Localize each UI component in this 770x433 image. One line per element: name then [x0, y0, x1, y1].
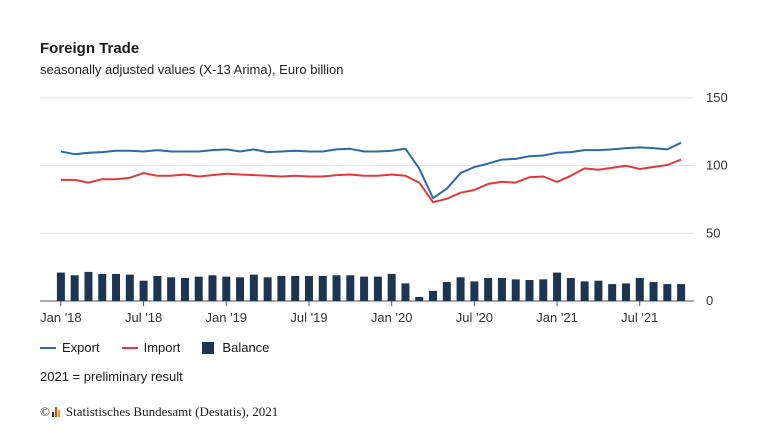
- chart-subtitle: seasonally adjusted values (X-13 Arima),…: [40, 62, 344, 77]
- balance-bar: [249, 274, 258, 301]
- import-series-line: [60, 158, 682, 204]
- balance-bar: [291, 275, 300, 301]
- source-text: Statistisches Bundesamt (Destatis), 2021: [65, 404, 279, 419]
- legend-label-export: Export: [62, 340, 100, 355]
- balance-bar: [112, 273, 121, 301]
- balance-bar: [594, 280, 603, 301]
- chart-legend: Export Import Balance: [40, 340, 291, 355]
- x-tick-label: Jan '20: [371, 310, 413, 325]
- y-tick-label: 0: [706, 293, 713, 308]
- balance-bar: [346, 275, 355, 301]
- balance-bar: [139, 280, 148, 301]
- y-tick-label: 50: [706, 225, 720, 240]
- chart-title: Foreign Trade: [40, 40, 140, 57]
- balance-bar: [663, 284, 672, 301]
- x-tick-label: Jan '19: [206, 310, 248, 325]
- legend-item-balance[interactable]: Balance: [202, 340, 269, 355]
- balance-bar-swatch: [202, 341, 215, 354]
- legend-item-export[interactable]: Export: [40, 340, 100, 355]
- balance-bar: [277, 275, 286, 301]
- balance-bar: [470, 281, 479, 301]
- balance-bar: [236, 277, 245, 301]
- balance-bar: [415, 296, 424, 301]
- balance-bar: [456, 277, 465, 301]
- balance-bar: [167, 277, 176, 301]
- copyright-symbol: ©: [40, 404, 50, 419]
- destatis-logo-icon: [51, 407, 61, 417]
- balance-bar: [566, 277, 575, 301]
- balance-bar: [56, 272, 65, 301]
- legend-label-import: Import: [143, 340, 181, 355]
- legend-item-import[interactable]: Import: [121, 340, 181, 355]
- y-tick-label: 150: [706, 90, 728, 105]
- balance-bar: [332, 275, 341, 301]
- source-footer: © Statistisches Bundesamt (Destatis), 20…: [40, 404, 278, 420]
- balance-bar: [635, 277, 644, 301]
- balance-bar: [580, 281, 589, 301]
- balance-bar: [387, 273, 396, 301]
- balance-bar: [222, 276, 231, 301]
- legend-label-balance: Balance: [222, 340, 270, 355]
- balance-bar: [208, 275, 217, 301]
- y-tick-label: 100: [706, 158, 728, 173]
- balance-bar: [677, 284, 686, 301]
- balance-bar: [511, 279, 520, 301]
- balance-bar: [98, 273, 107, 301]
- x-tick-label: Jan '18: [40, 310, 82, 325]
- balance-bar: [429, 290, 438, 301]
- balance-bar: [553, 272, 562, 301]
- balance-bar: [442, 282, 451, 301]
- export-series-line: [60, 141, 682, 200]
- balance-bar: [484, 277, 493, 301]
- balance-bar: [525, 280, 534, 301]
- x-tick-label: Jul '21: [621, 310, 658, 325]
- balance-bar: [180, 277, 189, 301]
- balance-bar: [497, 277, 506, 301]
- balance-bar: [125, 274, 134, 301]
- x-tick-label: Jan '21: [536, 310, 578, 325]
- balance-bar: [621, 283, 630, 301]
- balance-bar: [649, 282, 658, 301]
- balance-bar: [373, 276, 382, 301]
- balance-bar: [84, 271, 93, 301]
- balance-bar: [401, 283, 410, 301]
- balance-bar: [608, 284, 617, 301]
- balance-bar: [318, 275, 327, 301]
- x-tick-label: Jul '18: [125, 310, 162, 325]
- balance-bar: [360, 276, 369, 301]
- x-tick-label: Jul '20: [456, 310, 493, 325]
- x-tick-label: Jul '19: [290, 310, 327, 325]
- balance-bar: [194, 276, 203, 301]
- balance-bar: [539, 279, 548, 301]
- balance-bar: [70, 275, 79, 301]
- balance-bar: [153, 275, 162, 301]
- balance-bar: [304, 275, 313, 301]
- balance-bar: [263, 277, 272, 301]
- export-line-swatch: [40, 346, 56, 349]
- import-line-swatch: [121, 346, 138, 349]
- preliminary-note: 2021 = preliminary result: [40, 369, 183, 384]
